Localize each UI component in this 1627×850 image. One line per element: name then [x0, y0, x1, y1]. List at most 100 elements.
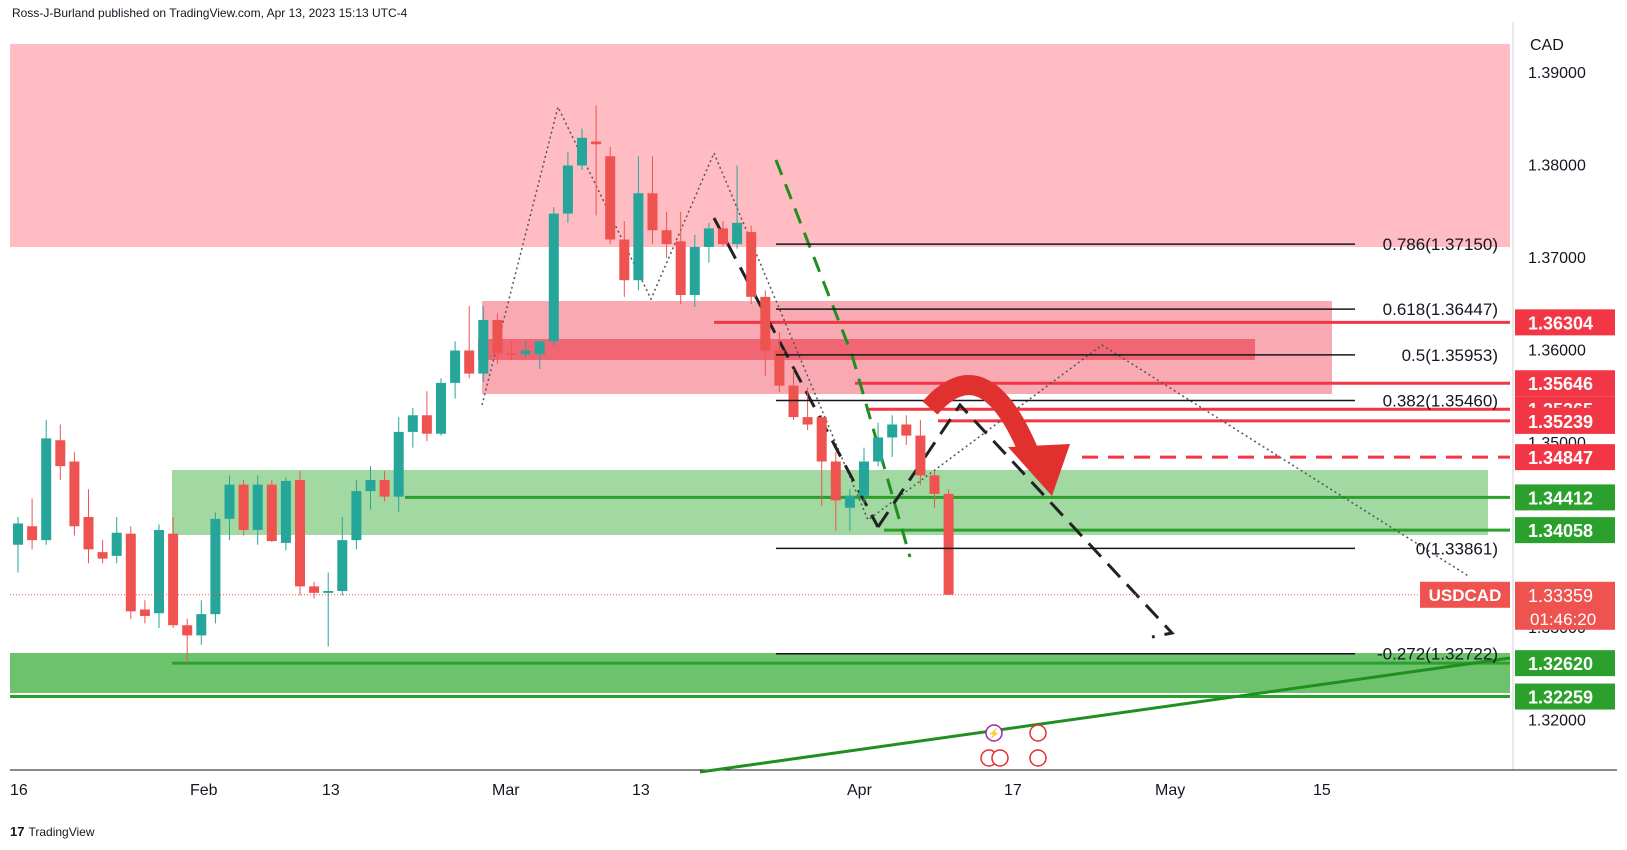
price-level-value: 1.34847	[1528, 448, 1593, 468]
bar-countdown: 01:46:20	[1530, 610, 1596, 629]
fib-level-label: 0.382(1.35460)	[1383, 391, 1498, 410]
candle-body	[520, 350, 531, 355]
price-level-tag	[1515, 309, 1615, 336]
x-tick-label: Apr	[847, 782, 873, 799]
candle-body	[816, 417, 827, 462]
symbol-tag	[1420, 581, 1510, 608]
candle-body	[224, 484, 235, 519]
candle-body	[55, 440, 66, 467]
demand-zone-lower	[10, 653, 1510, 693]
price-level-value: 1.32620	[1528, 654, 1593, 674]
candle-body	[844, 495, 855, 508]
y-tick-label: 1.36000	[1528, 343, 1586, 360]
candle-body	[689, 246, 700, 295]
price-level-value: 1.34058	[1528, 521, 1593, 541]
candle-body	[478, 319, 489, 374]
bearish-arrow	[922, 375, 1040, 459]
candle-body	[280, 480, 291, 543]
candle-body	[266, 484, 277, 542]
candle-body	[619, 239, 630, 281]
candle-body	[13, 523, 23, 545]
tradingview-logo-icon: 17	[10, 824, 25, 839]
x-tick-label: 15	[1313, 782, 1331, 799]
candle-body	[901, 424, 912, 436]
y-tick-label: 1.38000	[1528, 158, 1586, 175]
candle-body	[182, 625, 193, 636]
candle-body	[577, 137, 587, 166]
candle-body	[859, 461, 869, 496]
fib-level-label: 0.786(1.37150)	[1383, 235, 1498, 254]
supply-band	[478, 339, 1255, 360]
event-lightning-icon[interactable]	[985, 724, 1003, 742]
price-level-value: 1.34412	[1528, 488, 1593, 508]
demand-zone-mid	[172, 470, 1488, 535]
candle-body	[760, 296, 771, 351]
candle-body	[252, 484, 263, 530]
fib-level-label: 0.5(1.35953)	[1402, 346, 1498, 365]
y-tick-label: 1.32000	[1528, 713, 1586, 730]
price-level-value: 1.36304	[1528, 313, 1593, 333]
candle-body	[873, 437, 884, 462]
event-us-flag-icon[interactable]	[991, 749, 1009, 767]
event-us-flag-icon[interactable]	[1029, 724, 1047, 742]
candle-body	[295, 480, 305, 587]
candle-body	[661, 230, 672, 245]
price-level-tag	[1515, 517, 1615, 544]
candle-body	[534, 341, 545, 355]
candle-body	[788, 385, 799, 418]
candle-body	[915, 435, 926, 476]
candle-body	[830, 461, 841, 501]
tradingview-brand: TradingView	[28, 824, 95, 839]
supply-zone-upper	[10, 44, 1510, 247]
candle-body	[450, 350, 461, 383]
event-ca-flag-icon[interactable]	[1029, 749, 1047, 767]
candle-body	[210, 518, 221, 615]
price-level-tag	[1515, 444, 1615, 471]
price-level-tag	[1515, 650, 1615, 677]
candle-body	[154, 529, 164, 614]
candle-body	[83, 517, 94, 550]
candle-body	[168, 533, 179, 626]
candle-body	[125, 533, 136, 612]
candle-body	[591, 141, 602, 145]
x-tick-label: Mar	[492, 782, 520, 799]
candle-body	[351, 491, 362, 541]
price-level-tag	[1515, 484, 1615, 511]
candle-body	[421, 415, 432, 434]
symbol-tag-label: USDCAD	[1429, 586, 1502, 605]
candle-body	[492, 319, 503, 354]
candle-body	[943, 493, 954, 595]
svg-text:⚡: ⚡	[988, 727, 1000, 740]
price-level-tag	[1515, 407, 1615, 434]
pattern-dotted-line	[481, 104, 1471, 578]
candle-body	[196, 614, 207, 636]
y-tick-label: 1.39000	[1528, 65, 1586, 82]
candle-body	[703, 228, 714, 247]
candle-body	[675, 241, 686, 295]
candlestick-chart[interactable]: 0.786(1.37150) 0.618(1.36447) 0.5(1.35953)…	[0, 0, 1627, 820]
candle-body	[774, 350, 785, 386]
candle-body	[111, 532, 122, 556]
x-tick-label: 13	[632, 782, 650, 799]
candle-body	[506, 353, 517, 355]
candle-body	[562, 165, 573, 214]
candle-body	[605, 156, 616, 240]
current-price-tag	[1515, 581, 1615, 630]
x-tick-label: 13	[322, 782, 340, 799]
x-tick-label: May	[1155, 782, 1185, 799]
price-level-value: 1.35646	[1528, 374, 1593, 394]
fib-level-label: 0(1.33861)	[1416, 539, 1498, 558]
candle-body	[436, 382, 446, 434]
candle-body	[718, 228, 728, 245]
price-level-value: 1.35239	[1528, 412, 1593, 432]
candle-body	[238, 484, 249, 530]
candle-body	[27, 526, 38, 541]
bearish-arrow-head	[1008, 444, 1070, 496]
rising-trendline	[699, 656, 1511, 774]
candle-body	[323, 591, 334, 593]
fib-level-label: 0.618(1.36447)	[1383, 300, 1498, 319]
y-tick-label: 1.37000	[1528, 250, 1586, 267]
price-level-tag	[1515, 370, 1615, 397]
tradingview-footer: 17 TradingView	[10, 824, 95, 839]
candle-body	[633, 193, 644, 281]
